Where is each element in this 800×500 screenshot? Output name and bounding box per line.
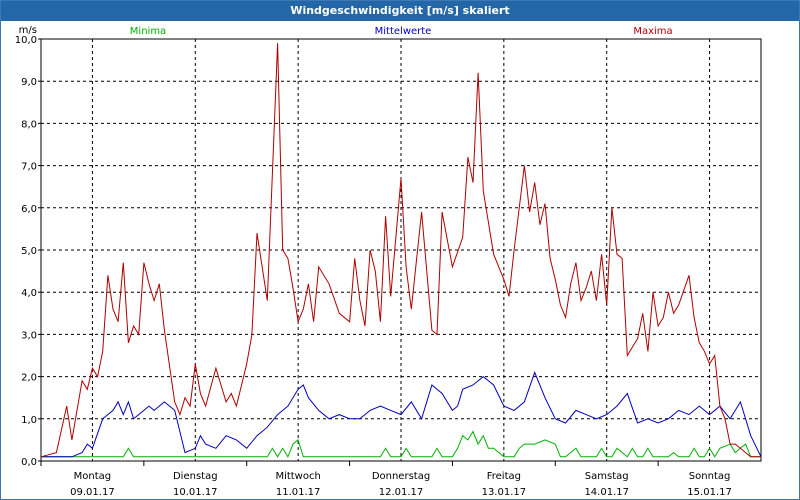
y-tick-label: 9,0 <box>21 77 37 88</box>
series-line-minima <box>41 430 761 458</box>
x-tick-date: 13.01.17 <box>482 487 527 498</box>
y-tick-label: 5,0 <box>21 246 37 257</box>
y-tick-label: 10,0 <box>15 35 37 46</box>
y-tick-label: 3,0 <box>21 330 37 341</box>
y-tick-label: 1,0 <box>21 415 37 426</box>
x-tick-date: 10.01.17 <box>173 487 218 498</box>
legend-mittelwerte: Mittelwerte <box>375 26 432 37</box>
x-tick-day: Dienstag <box>173 471 218 482</box>
x-tick-date: 09.01.17 <box>70 487 115 498</box>
chart-title: Windgeschwindigkeit [m/s] skaliert <box>1 1 799 21</box>
x-tick-day: Sonntag <box>689 471 731 482</box>
x-tick-date: 12.01.17 <box>379 487 424 498</box>
x-tick-date: 14.01.17 <box>584 487 629 498</box>
y-tick-label: 7,0 <box>21 162 37 173</box>
x-tick-date: 11.01.17 <box>276 487 321 498</box>
x-tick-day: Samstag <box>585 471 629 482</box>
y-tick-label: 6,0 <box>21 204 37 215</box>
y-tick-label: 8,0 <box>21 119 37 130</box>
y-tick-label: 4,0 <box>21 288 37 299</box>
x-tick-day: Donnerstag <box>372 471 430 482</box>
x-tick-date: 15.01.17 <box>687 487 732 498</box>
series-line-mittelwerte <box>41 370 762 458</box>
series-line-maxima <box>40 43 761 458</box>
y-tick-label: 2,0 <box>21 373 37 384</box>
x-tick-day: Freitag <box>487 471 521 482</box>
legend-maxima: Maxima <box>633 26 672 37</box>
y-axis-label: m/s <box>19 25 37 36</box>
legend-minima: Minima <box>130 26 166 37</box>
y-tick-label: 0,0 <box>21 457 37 468</box>
x-tick-day: Mittwoch <box>275 471 320 482</box>
x-tick-day: Montag <box>74 471 111 482</box>
